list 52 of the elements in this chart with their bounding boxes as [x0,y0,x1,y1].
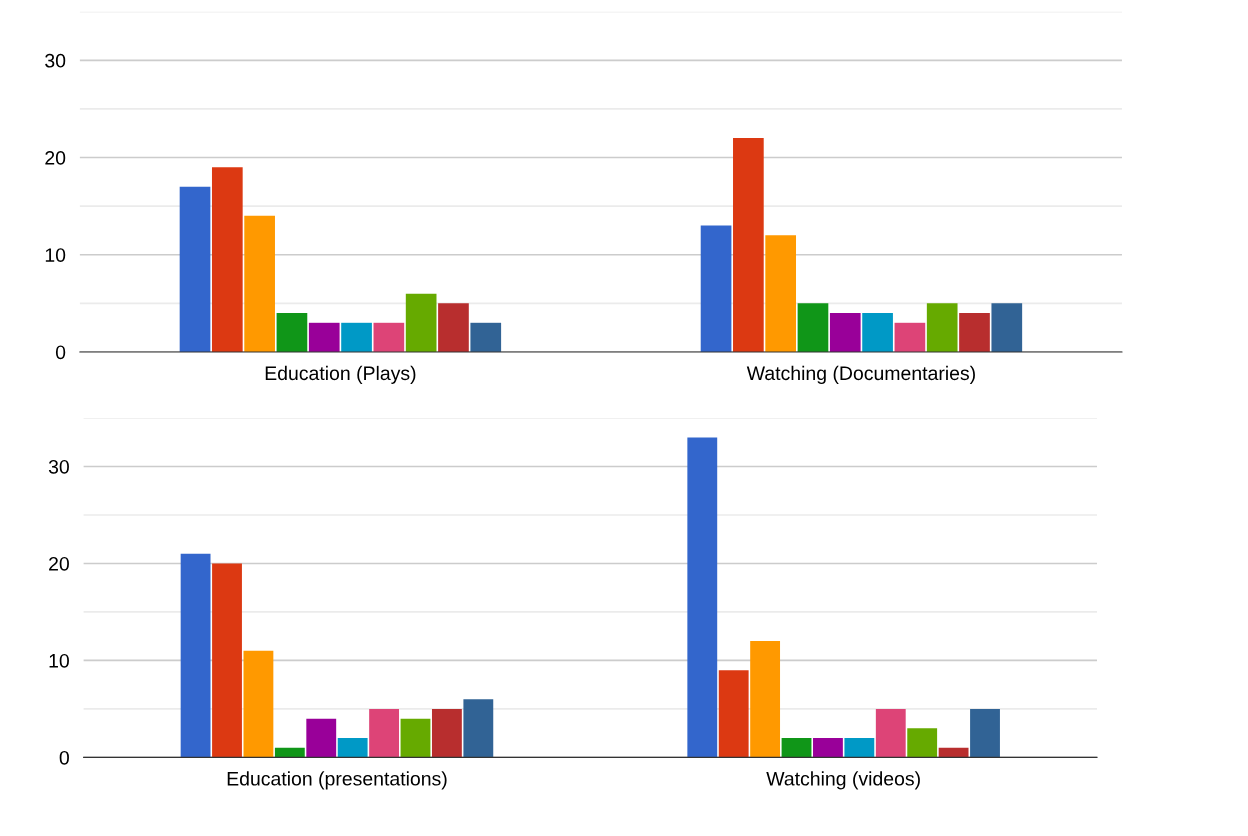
bar [463,699,494,758]
bar [781,738,812,758]
bar [244,215,275,352]
x-tick-label: Watching (Documentaries) [746,365,975,384]
bar [700,225,732,352]
bar [926,303,958,352]
bar [687,437,718,758]
x-tick-label: Education (presentations) [227,771,447,790]
bar [875,708,906,758]
bar [400,718,431,758]
bar [844,738,875,758]
y-tick-label: 0 [59,750,69,765]
bar [341,322,372,352]
bar [274,747,305,758]
y-tick-label: 0 [55,345,66,360]
bar [179,186,211,352]
bar [797,303,829,352]
bar [180,553,211,758]
bar [938,747,969,758]
bar [765,235,797,352]
bar [470,322,502,352]
bar [308,322,340,352]
bar [991,303,1023,352]
bar [862,313,893,352]
bar [211,167,243,352]
bar [438,303,469,352]
bar [970,708,1000,758]
bar [733,138,764,352]
bar [750,641,781,758]
x-tick-label: Education (Plays) [265,365,416,384]
y-tick-label: 20 [49,556,69,571]
y-tick-label: 10 [45,248,66,262]
bar [243,650,274,758]
bar [431,708,462,758]
y-tick-label: 30 [45,53,66,68]
bar [813,738,843,758]
y-tick-label: 30 [48,459,69,474]
bar [306,718,337,758]
bar [373,322,405,352]
bar [907,728,938,758]
bar [405,293,437,352]
y-tick-label: 10 [49,653,69,668]
y-tick-label: 20 [45,150,66,165]
bar [212,563,242,758]
x-tick-label: Watching (videos) [766,771,920,790]
bar [337,738,368,758]
bar [369,708,399,758]
bar [829,313,861,352]
bar [894,322,926,352]
bar [959,313,990,352]
bar [276,313,308,352]
bar [718,670,749,758]
